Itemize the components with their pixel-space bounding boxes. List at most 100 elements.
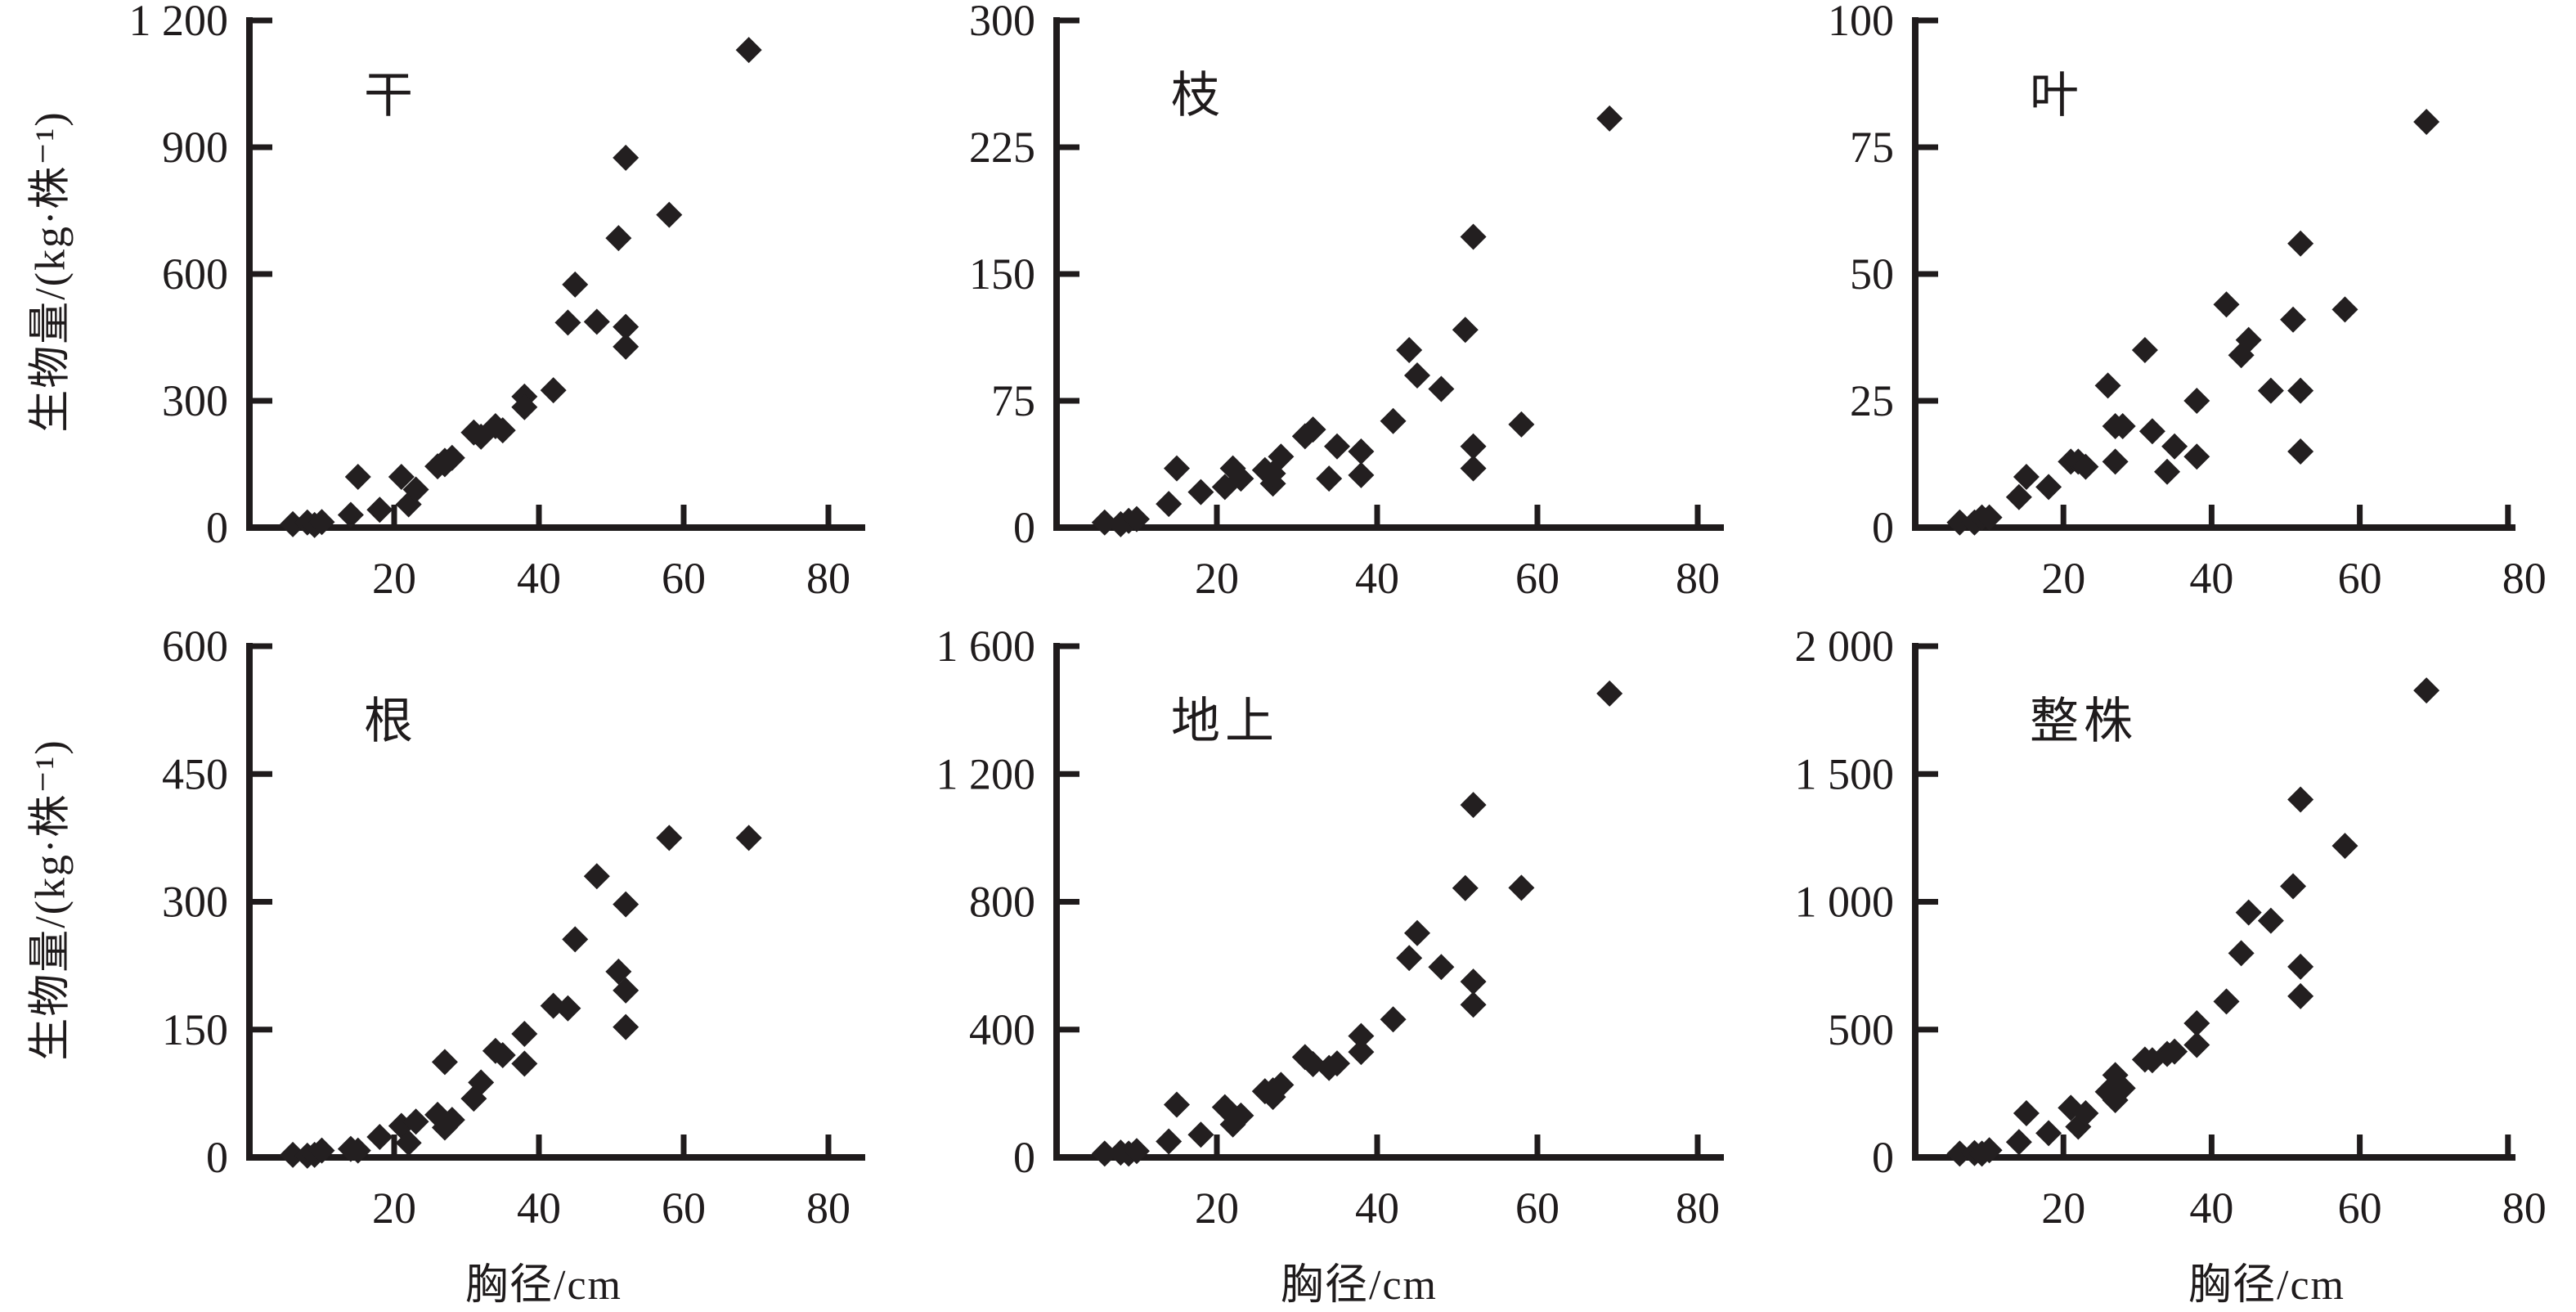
- data-point: [1348, 1022, 1375, 1049]
- data-point: [2035, 474, 2062, 501]
- data-point: [438, 444, 465, 471]
- y-tick-label: 0: [206, 1133, 228, 1182]
- data-point: [2257, 377, 2284, 404]
- x-tick-label: 60: [662, 1184, 706, 1233]
- y-tick-label: 50: [1850, 249, 1894, 299]
- data-point: [308, 509, 335, 536]
- data-point: [554, 995, 581, 1022]
- plot-title-whole-plant: 整株: [2030, 694, 2138, 748]
- x-tick-label: 40: [517, 554, 561, 603]
- data-point: [2109, 1075, 2136, 1102]
- y-tick-label: 150: [162, 1005, 228, 1054]
- y-tick-label: 1 200: [936, 749, 1036, 798]
- axis-lines: [1912, 17, 2515, 531]
- x-tick-label: 60: [1515, 1184, 1560, 1233]
- data-point: [2035, 1120, 2062, 1147]
- data-point: [1452, 317, 1479, 344]
- y-tick-label: 300: [162, 878, 228, 927]
- x-tick-label: 40: [517, 1184, 561, 1233]
- data-point: [613, 333, 640, 360]
- data-point: [562, 271, 589, 298]
- data-point: [1124, 505, 1150, 532]
- data-point: [1428, 375, 1455, 402]
- data-point: [613, 313, 640, 340]
- y-tick-label: 450: [162, 749, 228, 798]
- data-point: [2213, 291, 2240, 318]
- y-tick-label: 75: [1850, 123, 1894, 172]
- x-tick-label: 40: [1355, 1184, 1399, 1233]
- data-point: [1976, 504, 2003, 531]
- data-point: [344, 464, 371, 490]
- data-point: [366, 496, 393, 523]
- data-point: [540, 377, 567, 404]
- data-point: [2102, 448, 2129, 475]
- data-point: [1091, 1140, 1118, 1167]
- x-tick-label: 80: [806, 1184, 850, 1233]
- y-tick-label: 300: [162, 376, 228, 425]
- plot-title-trunk: 干: [364, 69, 418, 123]
- data-point: [1460, 968, 1487, 995]
- data-point: [2287, 230, 2314, 257]
- y-tick-label: 900: [162, 123, 228, 172]
- data-point: [1380, 1006, 1407, 1033]
- y-tick-label: 75: [991, 376, 1035, 425]
- axis-lines: [246, 643, 865, 1161]
- data-point: [656, 824, 683, 851]
- data-point: [2183, 1031, 2210, 1058]
- x-tick-label: 60: [662, 554, 706, 603]
- y-tick-label: 2 000: [1795, 622, 1895, 671]
- data-point: [1976, 1137, 2003, 1164]
- data-point: [2235, 326, 2262, 353]
- axis-lines: [1912, 643, 2515, 1161]
- plot-title-leaf: 叶: [2030, 69, 2084, 123]
- data-point: [1164, 1091, 1190, 1118]
- data-point: [1268, 1072, 1295, 1099]
- data-point: [1596, 105, 1623, 132]
- data-point: [2331, 833, 2358, 860]
- x-axis-title-col3: 胸径/cm: [2188, 1262, 2345, 1309]
- data-point: [366, 1124, 393, 1150]
- data-point: [280, 1141, 307, 1168]
- y-axis-title-row2: 生物量/(kg·株⁻¹): [27, 739, 74, 1061]
- y-tick-label: 25: [1850, 376, 1894, 425]
- data-point: [2005, 1129, 2032, 1156]
- axis-lines: [1053, 643, 1724, 1161]
- data-point: [1404, 919, 1430, 946]
- data-point: [2161, 1038, 2188, 1065]
- data-point: [2013, 464, 2040, 490]
- data-point: [1324, 433, 1350, 460]
- plot-branch: 0 75 150 225 300 20 40 60 80 枝: [969, 0, 1724, 603]
- y-tick-label: 0: [206, 503, 228, 552]
- data-point: [1316, 465, 1343, 492]
- data-point: [2287, 786, 2314, 813]
- data-point: [511, 393, 538, 420]
- x-tick-label: 20: [372, 554, 416, 603]
- data-point: [308, 1137, 335, 1164]
- data-point: [1227, 465, 1254, 492]
- y-tick-label: 800: [969, 878, 1035, 927]
- data-point: [1460, 792, 1487, 819]
- y-tick-label: 0: [1013, 1133, 1035, 1182]
- data-point: [1460, 455, 1487, 482]
- data-point: [402, 1108, 429, 1135]
- plot-leaf: 0 25 50 75 100 20 40 60 80 叶: [1828, 0, 2547, 603]
- data-point: [1396, 337, 1423, 363]
- y-tick-label: 600: [162, 249, 228, 299]
- data-point: [511, 1020, 538, 1047]
- y-tick-label: 1 000: [1795, 878, 1895, 927]
- data-point: [1460, 223, 1487, 250]
- data-point: [2138, 418, 2165, 445]
- data-point: [2280, 873, 2307, 900]
- data-point: [1227, 1102, 1254, 1129]
- data-point: [489, 417, 516, 444]
- data-point: [1452, 874, 1479, 901]
- data-point: [1156, 1128, 1183, 1155]
- data-point: [2287, 953, 2314, 980]
- data-point: [1596, 680, 1623, 707]
- data-point: [395, 1130, 422, 1157]
- data-point: [1348, 1039, 1375, 1066]
- data-point: [2413, 677, 2440, 704]
- data-point: [2013, 1099, 2040, 1126]
- data-point: [583, 863, 610, 890]
